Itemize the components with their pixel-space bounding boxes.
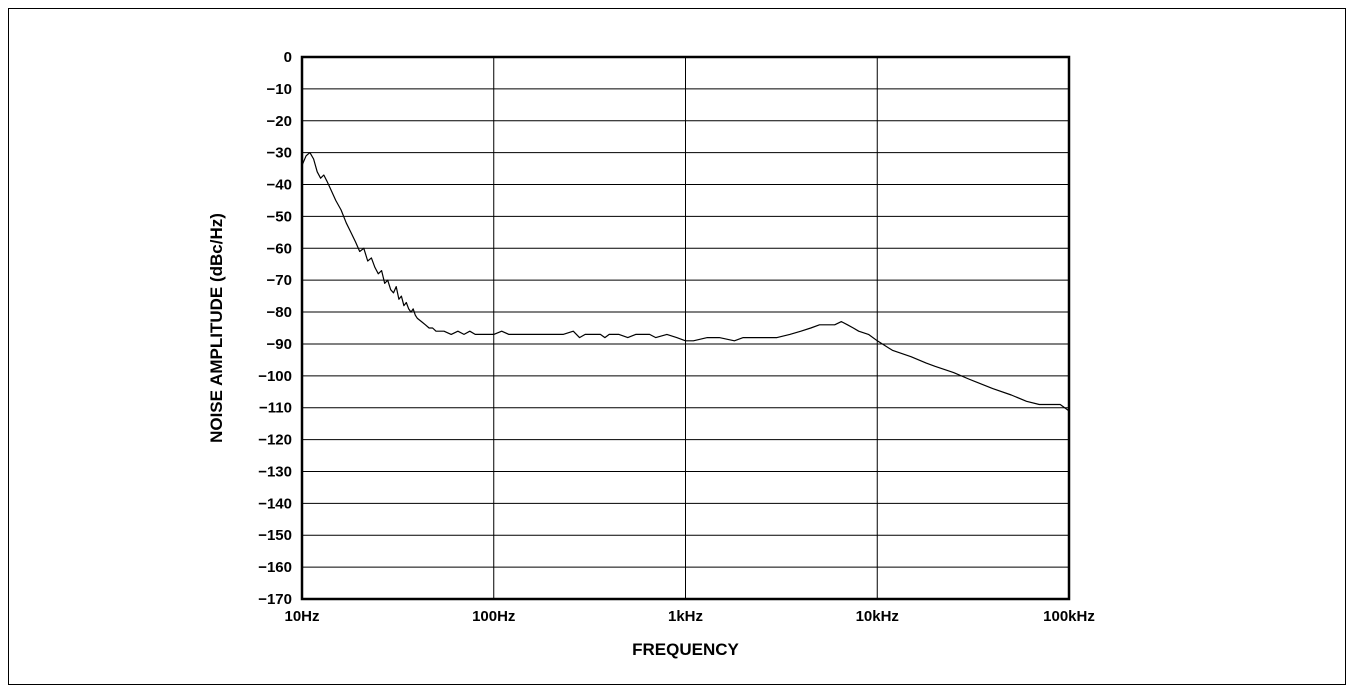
x-axis-title: FREQUENCY — [632, 640, 739, 659]
y-tick-label: 0 — [284, 49, 292, 66]
y-tick-label: −70 — [267, 272, 292, 289]
y-tick-label: −160 — [258, 559, 292, 576]
y-tick-label: −90 — [267, 336, 292, 353]
y-tick-label: −140 — [258, 495, 292, 512]
y-tick-label: −120 — [258, 432, 292, 449]
x-tick-label: 100kHz — [1043, 608, 1095, 625]
x-tick-label: 1kHz — [668, 608, 703, 625]
y-tick-label: −100 — [258, 368, 292, 385]
y-tick-label: −80 — [267, 304, 292, 321]
x-tick-label: 100Hz — [472, 608, 515, 625]
y-tick-label: −10 — [267, 81, 292, 98]
y-tick-label: −40 — [267, 177, 292, 194]
x-tick-label: 10Hz — [284, 608, 319, 625]
y-tick-label: −60 — [267, 240, 292, 257]
y-tick-label: −30 — [267, 145, 292, 162]
x-tick-label: 10kHz — [856, 608, 899, 625]
y-tick-label: −130 — [258, 463, 292, 480]
noise-amplitude-chart: 0 −10 −20 −30 −40 −50 −60 −70 −80 −90 −100 −110 −120… — [9, 9, 1347, 686]
chart-frame: 0 −10 −20 −30 −40 −50 −60 −70 −80 −90 −100 −110 −120… — [8, 8, 1346, 685]
y-tick-label: −170 — [258, 591, 292, 608]
y-tick-label: −150 — [258, 527, 292, 544]
y-tick-label: −110 — [259, 400, 292, 417]
y-tick-label: −20 — [267, 113, 292, 130]
y-axis-title: NOISE AMPLITUDE (dBc/Hz) — [207, 213, 226, 443]
y-tick-label: −50 — [267, 208, 292, 225]
